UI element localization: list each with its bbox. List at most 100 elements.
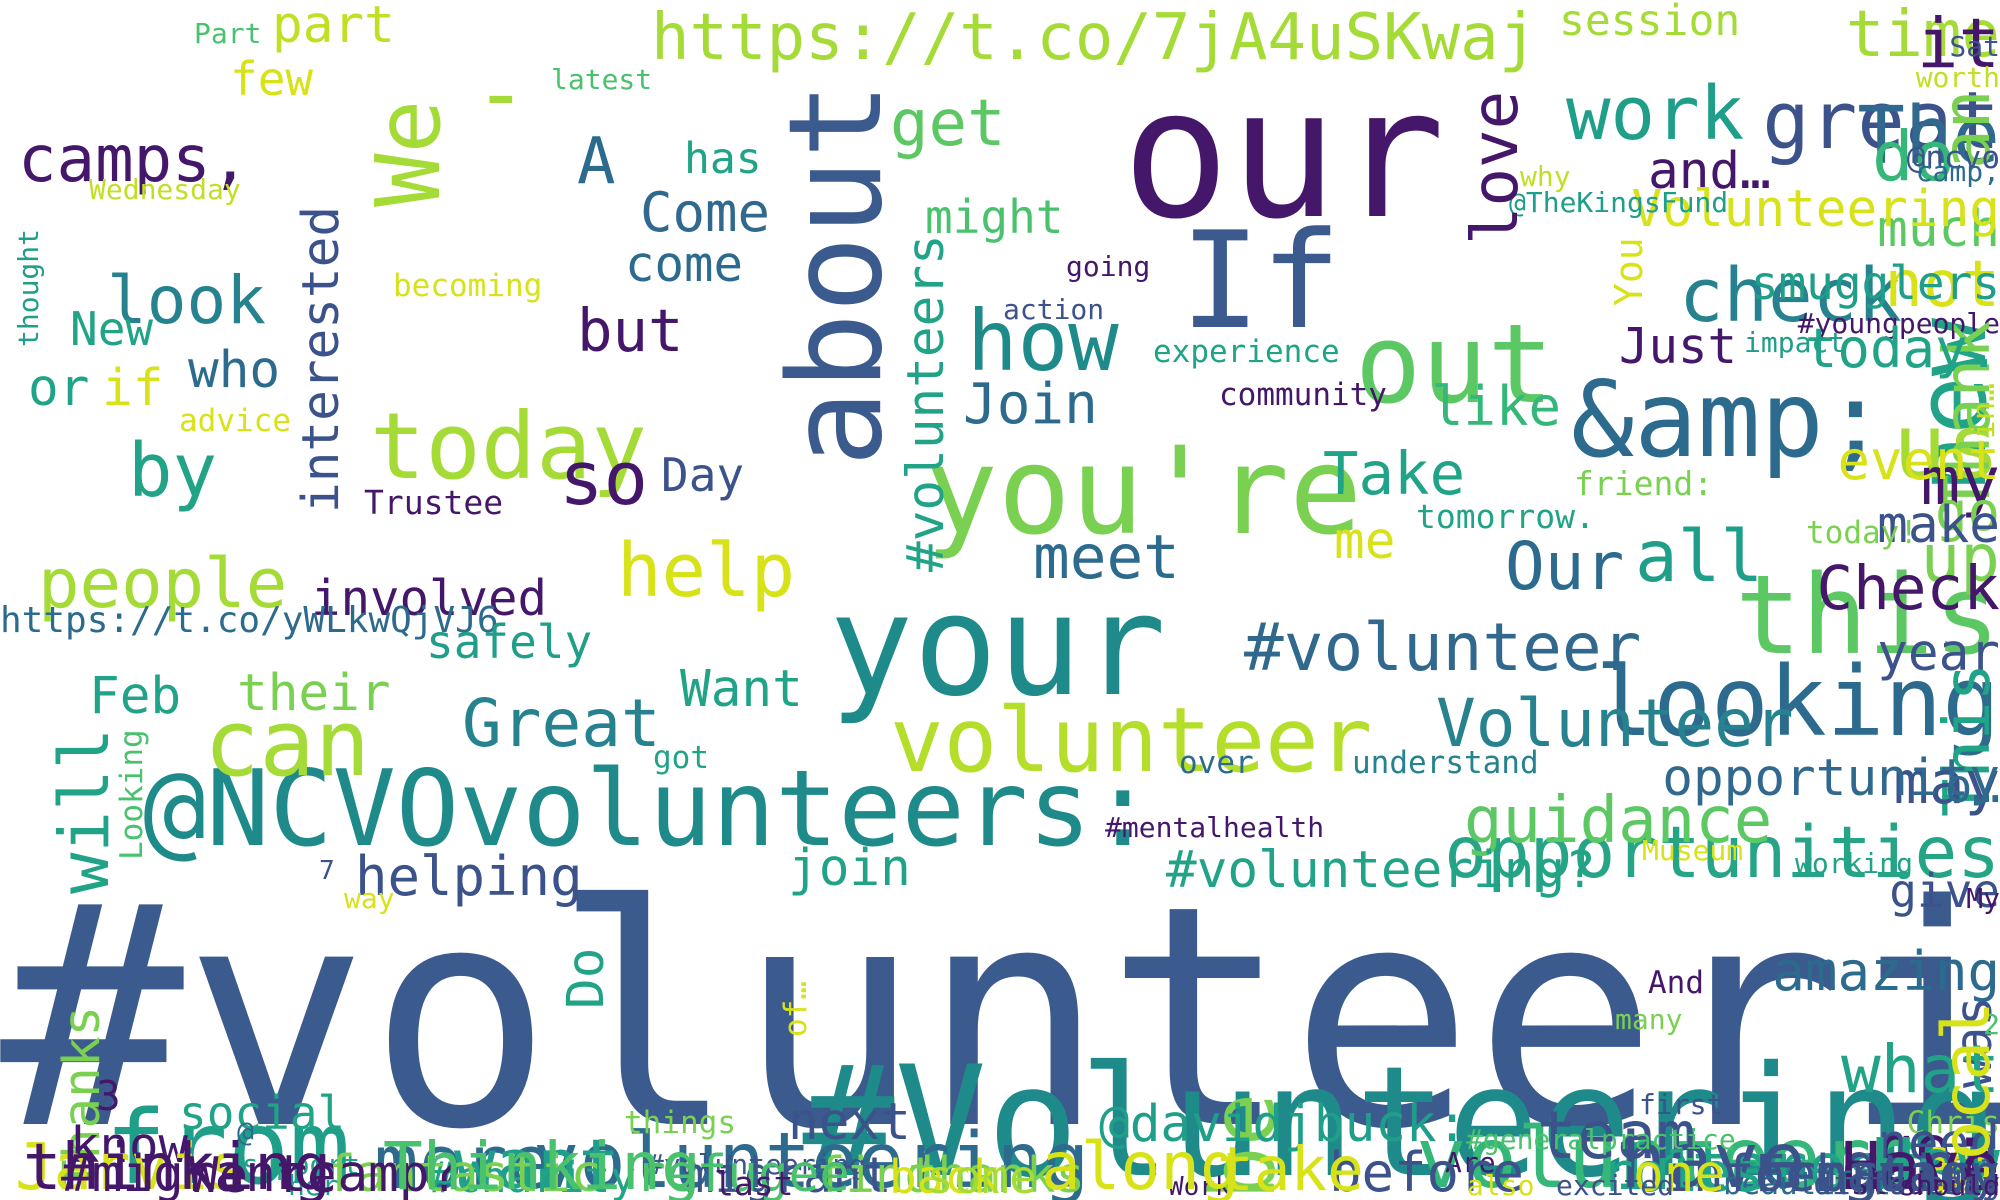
word-cloud-word: also [1467, 1169, 1535, 1200]
word-cloud-word: o… [1944, 759, 2000, 813]
word-cloud-word: go [1934, 480, 2000, 543]
word-cloud-word: @TheKingsFund [1509, 186, 1729, 219]
word-cloud-word: need [1877, 1114, 2000, 1173]
word-cloud-word: find [816, 1147, 935, 1200]
word-cloud-word: #volunteering [0, 841, 2000, 1197]
word-cloud-word: A [577, 125, 616, 199]
word-cloud-word: fantastic [325, 1145, 602, 1200]
word-cloud-word: should [1898, 1169, 2000, 1200]
word-cloud-word: Museum [1642, 834, 1744, 867]
word-cloud-word: our [1122, 51, 1446, 259]
word-cloud-word: roles [1601, 1141, 1764, 1200]
word-cloud-word: have [1620, 1117, 1806, 1200]
word-cloud-word: thanks [908, 1147, 1086, 1200]
word-cloud-word: one [1633, 1145, 1726, 1200]
word-cloud-word: guidance [1464, 784, 1773, 858]
word-cloud-word: interested [292, 205, 351, 513]
word-cloud-word: Big [1944, 1166, 2000, 1200]
word-cloud-word: like [1431, 375, 1562, 438]
word-cloud-word: understand [1352, 745, 1539, 781]
word-cloud-word: excited [1556, 1169, 1675, 1200]
word-cloud-word: migrant [685, 1147, 892, 1200]
word-cloud-word: refugee [635, 1145, 850, 1200]
word-cloud-word: work [1566, 71, 1745, 157]
word-cloud-word: latest [551, 63, 653, 96]
word-cloud-word: Take [1323, 439, 1466, 508]
word-cloud-word: @NCVOvolunteers: [143, 748, 1155, 870]
word-cloud-word: https://t.co/7jA4uSKwaj [651, 1, 1538, 75]
word-cloud-word: her [288, 1169, 339, 1200]
word-cloud-word: back [889, 1150, 1000, 1200]
word-cloud-word: some [926, 1150, 1037, 1200]
word-cloud-word: How [1871, 1123, 2000, 1200]
word-cloud-word: of… [778, 981, 814, 1037]
word-cloud-word: 2 [1983, 1008, 2000, 1041]
word-cloud-word: day [1944, 1166, 2000, 1200]
word-cloud-word: beautiful [1723, 1166, 1891, 1200]
word-cloud-word: year [1877, 624, 2000, 683]
word-cloud-word: becoming [393, 268, 543, 304]
word-cloud-word: Thinking [383, 1128, 701, 1200]
word-cloud-word: #volunteering. [647, 1148, 884, 1181]
word-cloud-word: Do [557, 947, 616, 1009]
word-cloud-word: things [624, 1105, 736, 1141]
word-cloud-word: over [1179, 745, 1254, 781]
word-cloud-word: look [107, 262, 266, 339]
word-cloud-word: Work [1168, 1172, 1231, 1200]
word-cloud-word: Trustee [364, 483, 504, 522]
word-cloud-word: @davidjbuck: [1099, 1095, 1468, 1154]
word-cloud-word: love [1459, 90, 1533, 245]
word-cloud-word: camp, [1915, 155, 2000, 188]
word-cloud-word: you're [925, 421, 1363, 562]
word-cloud-word: impact [1744, 326, 1846, 359]
word-cloud-word: Volunteer [1436, 685, 1794, 762]
word-cloud-word: You [1607, 237, 1651, 306]
word-cloud-word: by [128, 428, 218, 514]
word-cloud-word: all [1635, 515, 1764, 598]
word-cloud-word: t… [1938, 1145, 2000, 1200]
word-cloud-word: @ncvo [1906, 140, 2000, 176]
word-cloud-word: Wednesday [89, 173, 241, 206]
word-cloud-word: Want [680, 660, 803, 719]
word-cloud-word: Interested [1614, 1131, 2000, 1200]
word-cloud-word: go: [1878, 1113, 1989, 1184]
word-cloud-word: make [1877, 496, 2000, 555]
word-cloud-word: many [1615, 1003, 1683, 1036]
word-cloud-word: why [1520, 160, 1571, 193]
word-cloud-word: @ [237, 1115, 254, 1148]
word-cloud-word: smugglers [1750, 256, 2000, 310]
word-cloud-word: #volunteering? [1166, 841, 1596, 900]
word-cloud-word: Join [963, 372, 1098, 437]
word-cloud-word: #mentalhealth [1105, 811, 1325, 844]
word-cloud-word: if [102, 359, 164, 418]
word-cloud-word: before [1329, 1141, 1525, 1200]
word-cloud-word: about [762, 81, 911, 467]
word-cloud-word: who [188, 341, 281, 400]
word-cloud-word: last [714, 1164, 794, 1200]
word-cloud-word: Jarvis [15, 1131, 247, 1200]
word-cloud-word: safely [426, 615, 593, 669]
word-cloud-word: good [1841, 1128, 2000, 1200]
word-cloud-word: check [1679, 253, 1902, 339]
word-cloud-word: #Volunteering [802, 1034, 2000, 1200]
word-cloud-word: more [374, 1120, 553, 1200]
word-cloud-word: Volunteering [1631, 180, 2000, 239]
word-cloud-word: Are [1445, 1146, 1496, 1179]
word-cloud-word: camps, [18, 123, 250, 197]
word-cloud-word: https://t.co/yWLkwQjVJ6 [0, 600, 499, 641]
word-cloud-word: thought [12, 228, 45, 347]
word-cloud-word: help [617, 528, 796, 614]
word-cloud-word: people [38, 544, 288, 624]
word-cloud-word: event [1837, 429, 2000, 492]
word-cloud-word: Looking [114, 729, 150, 860]
word-cloud-word: may [1893, 748, 2000, 817]
word-cloud-word: #charity [429, 1153, 637, 1200]
word-cloud-word: as [1920, 1126, 2000, 1200]
word-cloud-word: community [1219, 377, 1387, 413]
word-cloud-word: worth [1915, 61, 2000, 94]
word-cloud-word: up [1920, 520, 2000, 597]
word-cloud-word: Day [661, 448, 745, 502]
word-cloud-word: time [1845, 0, 2000, 72]
word-cloud-word: want [454, 1125, 621, 1200]
word-cloud-word: volunteer [890, 688, 1373, 792]
